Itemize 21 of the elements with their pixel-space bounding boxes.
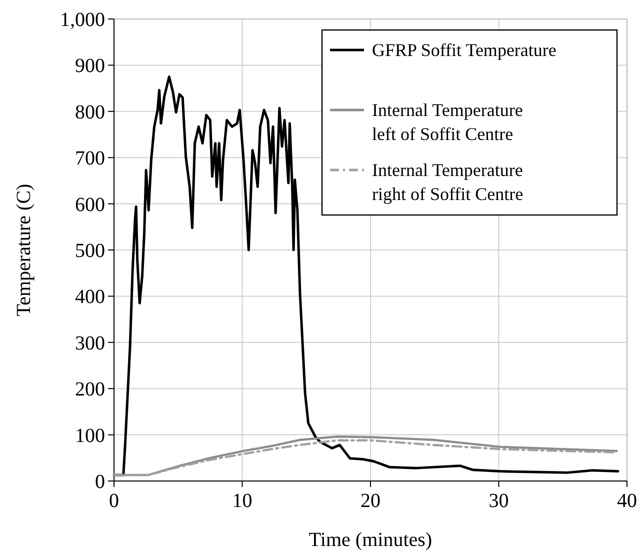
- y-tick-label: 900: [75, 55, 105, 78]
- y-tick-label: 400: [75, 286, 105, 308]
- y-tick-label: 500: [75, 240, 105, 262]
- legend-label: Internal Temperature left of Soffit Centre: [372, 100, 523, 144]
- y-tick-label: 600: [75, 194, 105, 216]
- x-axis-title: Time (minutes): [308, 529, 432, 551]
- legend-label: Internal Temperature right of Soffit Centre: [372, 160, 524, 204]
- y-axis-title: Temperature (C): [13, 184, 35, 316]
- y-tick-label: 700: [75, 148, 105, 170]
- y-tick-label: 800: [75, 101, 105, 124]
- y-tick-label: 200: [75, 378, 105, 401]
- x-tick-label: 40: [617, 490, 637, 512]
- x-tick-label: 20: [360, 490, 380, 512]
- x-tick-label: 0: [109, 490, 119, 512]
- y-tick-label: 0: [95, 471, 105, 493]
- y-tick-label: 1,000: [60, 9, 105, 31]
- x-tick-label: 30: [488, 490, 509, 512]
- y-tick-label: 100: [75, 424, 105, 447]
- legend-label: GFRP Soffit Temperature: [372, 40, 556, 60]
- y-tick-label: 300: [75, 332, 105, 354]
- x-tick-label: 10: [232, 490, 252, 512]
